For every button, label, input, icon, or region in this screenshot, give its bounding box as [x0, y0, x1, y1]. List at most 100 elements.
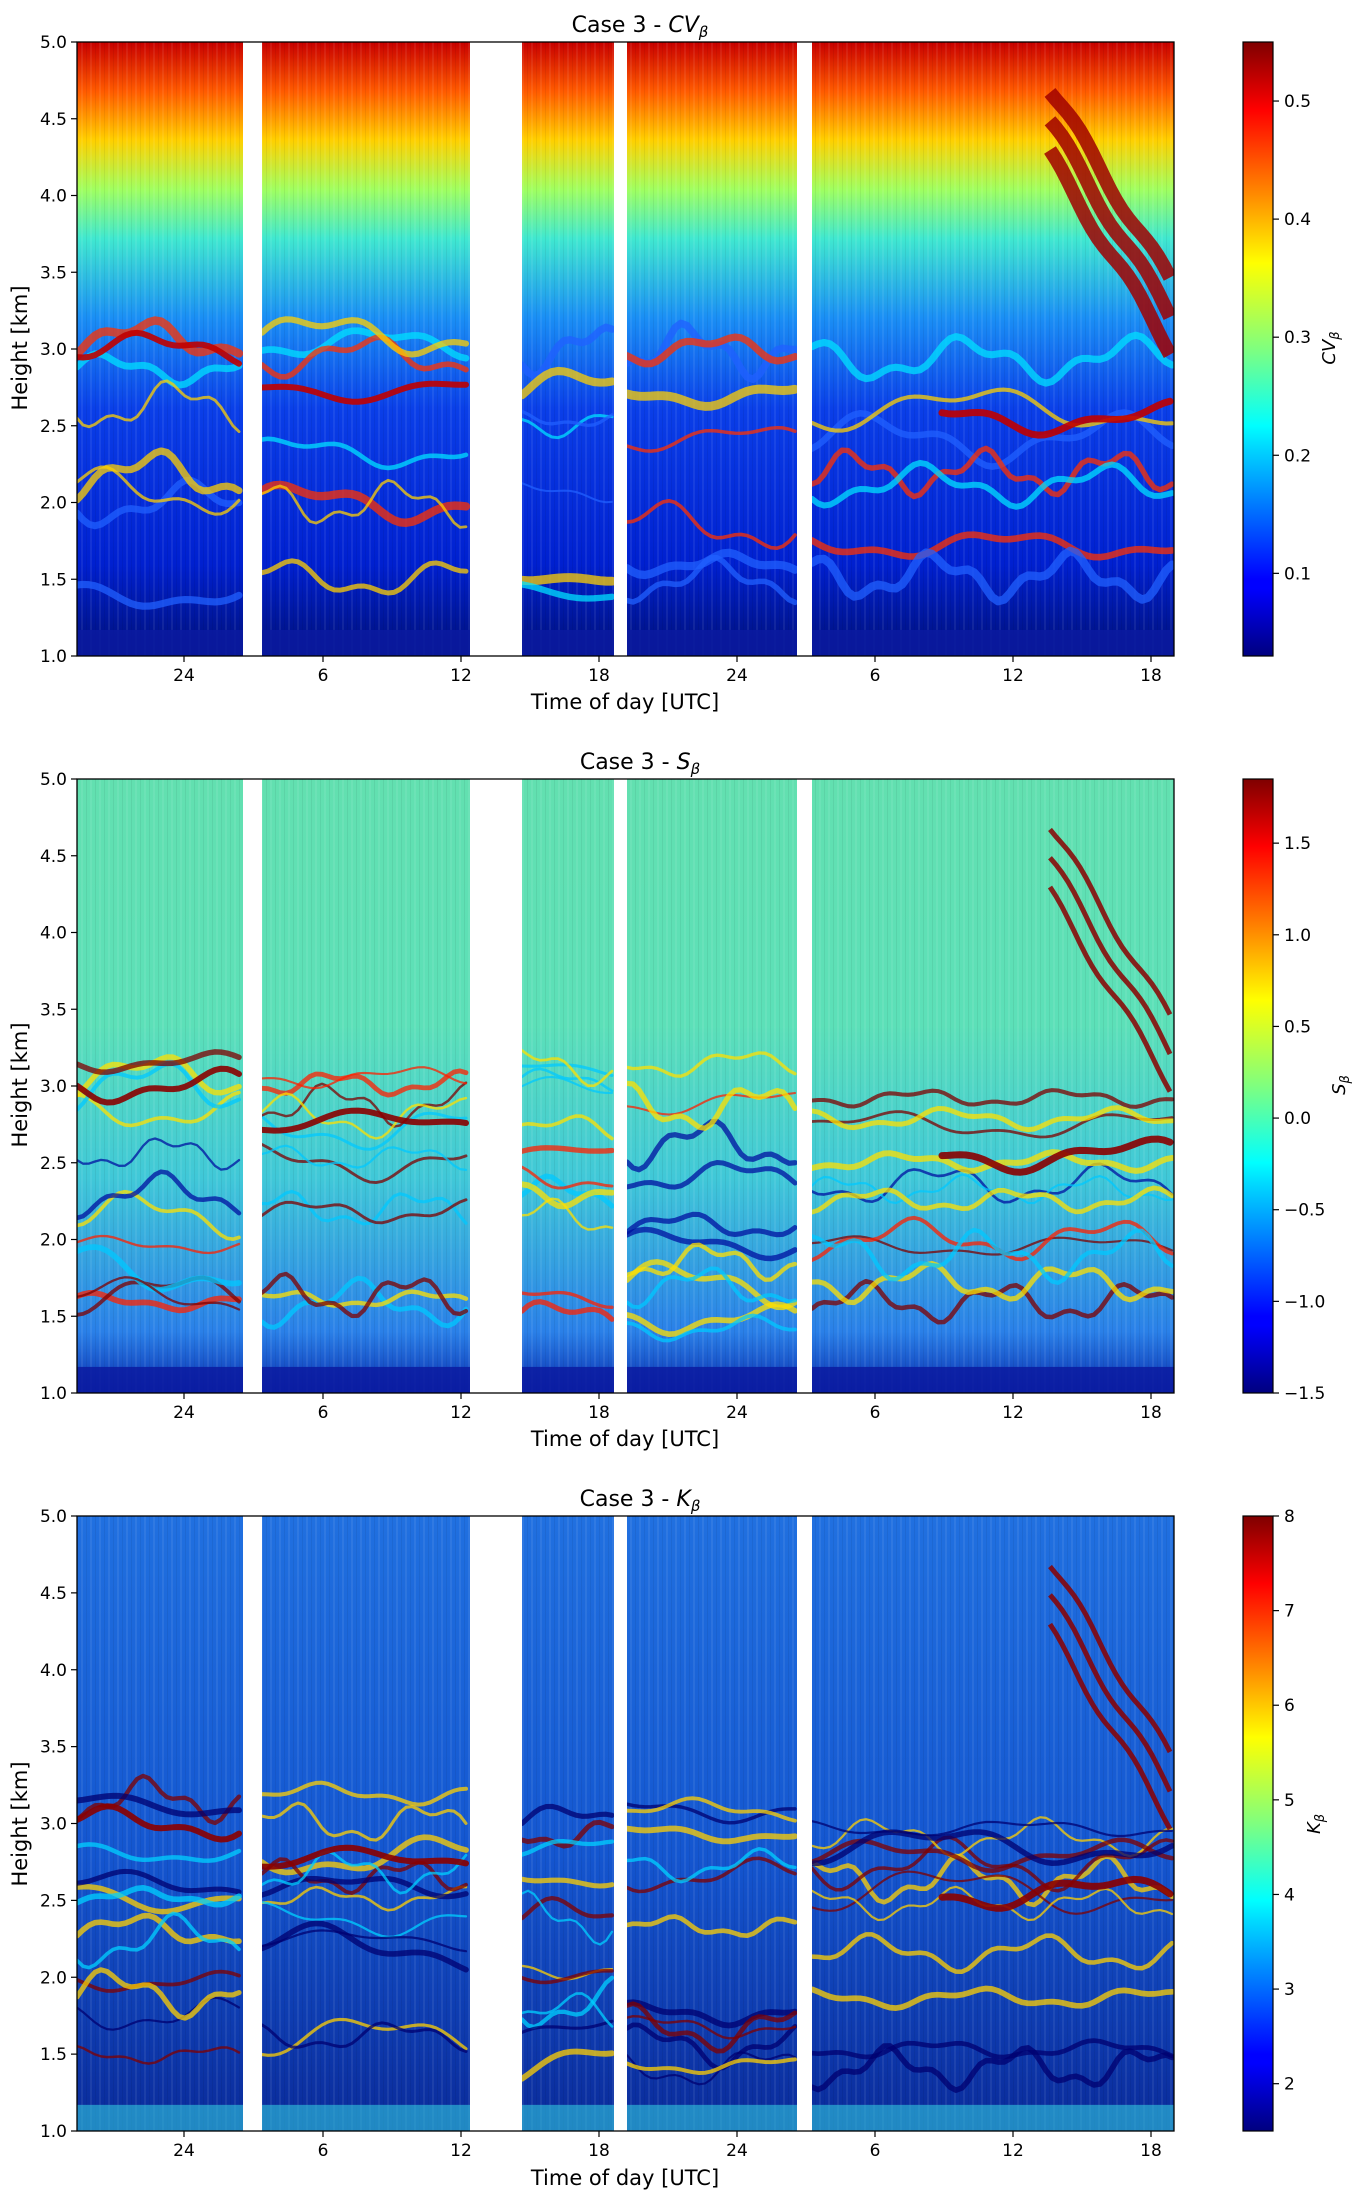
layer-band: [260, 1850, 468, 1895]
cloud-layer-band: [1048, 827, 1173, 1016]
layer-band: [810, 1835, 1174, 1893]
layer-band: [77, 476, 243, 530]
layer-band: [77, 1137, 241, 1171]
layer-band: [77, 1276, 241, 1311]
layer-band: [624, 1301, 798, 1338]
layer-band: [624, 1080, 798, 1131]
x-tick-label: 12: [450, 666, 472, 686]
layer-band: [260, 1092, 468, 1140]
colorbar-tick-label: 5: [1284, 1791, 1295, 1811]
y-tick-label: 4.5: [40, 1584, 67, 1604]
colorbar-tick-label: 0.5: [1284, 1017, 1311, 1037]
y-tick-label: 5.0: [40, 33, 67, 53]
layer-band: [520, 1049, 614, 1088]
layer-band: [77, 1189, 241, 1242]
bl-top-band: [77, 329, 242, 367]
layer-band: [77, 1234, 241, 1255]
y-tick-label: 1.0: [40, 1384, 67, 1404]
layer-band: [77, 1967, 242, 2021]
layer-band: [624, 1211, 798, 1238]
data-gap: [243, 1516, 262, 2131]
x-tick-label: 12: [1002, 666, 1024, 686]
x-tick-label: 24: [173, 1403, 195, 1423]
colorbar: 8 7 6 5 4 3 2: [1242, 1507, 1295, 2132]
x-tick-label: 12: [1002, 2141, 1024, 2161]
layer-band: [809, 2043, 1174, 2093]
cloud-layer-band: [1044, 116, 1174, 321]
layer-band: [259, 558, 469, 596]
layer-band: [260, 2021, 468, 2053]
data-gap: [797, 1516, 812, 2131]
layer-band: [259, 1275, 469, 1330]
layer-band: [260, 1198, 468, 1225]
x-tick-label: 6: [870, 1403, 881, 1423]
layer-band: [622, 384, 800, 411]
y-axis-label: Height [km]: [8, 1761, 32, 1886]
layer-band: [519, 2048, 615, 2082]
layer-band: [259, 1289, 469, 1308]
cloud-layer-band: [1048, 1593, 1173, 1793]
x-tick-label: 24: [726, 1403, 748, 1423]
colorbar-tick-label: 0.3: [1284, 328, 1311, 348]
layer-band: [77, 447, 243, 504]
y-tick-label: 5.0: [40, 1507, 67, 1527]
layer-band: [809, 1837, 1174, 1873]
layer-band: [519, 1839, 615, 1857]
colorbar-tick-label: 4: [1284, 1885, 1295, 1905]
heatmap-area: 1.0 1.5 2.0 2.5 3.0 3.5 4.0 4.5 5.0 24 6 12 18 24 6 12 1…: [40, 1507, 1175, 2161]
layer-band: [625, 1796, 797, 1823]
layer-band: [809, 1853, 1174, 1908]
layer-band: [77, 1290, 242, 1314]
layer-band: [260, 1929, 468, 1953]
layer-band: [519, 1895, 615, 1921]
colorbar-label: Kβ: [1304, 1814, 1328, 1834]
layer-band: [519, 1819, 615, 1849]
y-tick-label: 4.0: [40, 924, 67, 944]
panel-title: Case 3 - CVβ: [572, 13, 709, 41]
data-gap: [797, 42, 812, 656]
layer-band: [809, 1088, 1174, 1109]
layer-band: [77, 1049, 242, 1075]
data-gap: [470, 42, 522, 656]
y-tick-label: 2.5: [40, 1154, 67, 1174]
layer-band: [518, 581, 616, 602]
layer-band: [77, 2044, 241, 2065]
colorbar-tick-label: 2: [1284, 2075, 1295, 2095]
y-tick-label: 2.0: [40, 1968, 67, 1988]
colorbar-tick-label: 0.1: [1284, 564, 1311, 584]
colorbar-tick-label: 1.5: [1284, 834, 1311, 854]
colorbar-tick-label: −1.5: [1284, 1384, 1325, 1404]
layer-band: [810, 1870, 1174, 1915]
x-tick-label: 12: [450, 2141, 472, 2161]
y-tick-label: 4.0: [40, 1661, 67, 1681]
colorbar-tick-label: −1.0: [1284, 1292, 1325, 1312]
bl-top-band: [77, 1065, 242, 1106]
layer-band: [624, 1159, 798, 1190]
x-tick-label: 24: [726, 666, 748, 686]
layer-band: [77, 1884, 242, 1915]
layer-band: [77, 1842, 242, 1863]
layer-band: [260, 478, 468, 529]
layer-band: [625, 1847, 797, 1884]
layer-band: [809, 1260, 1174, 1306]
cloud-layer-band: [1044, 87, 1174, 281]
x-tick-label: 6: [318, 1403, 329, 1423]
layer-band: [259, 1068, 469, 1098]
bl-top-band: [938, 1875, 1174, 1912]
layer-band: [259, 1875, 469, 1900]
layer-band: [259, 334, 469, 380]
layer-band: [517, 366, 617, 400]
layer-band: [519, 1975, 615, 2030]
layer-band: [810, 1820, 1174, 1838]
layer-band: [807, 546, 1174, 606]
bl-top-band: [938, 1135, 1174, 1176]
layer-band: [520, 482, 614, 504]
layer-band: [519, 1299, 615, 1322]
layer-band: [260, 1144, 468, 1172]
layer-band: [520, 1889, 614, 1946]
layer-band: [77, 580, 243, 610]
layer-band: [77, 1868, 242, 1895]
layer-band: [520, 1968, 614, 1985]
x-tick-label: 6: [870, 2141, 881, 2161]
